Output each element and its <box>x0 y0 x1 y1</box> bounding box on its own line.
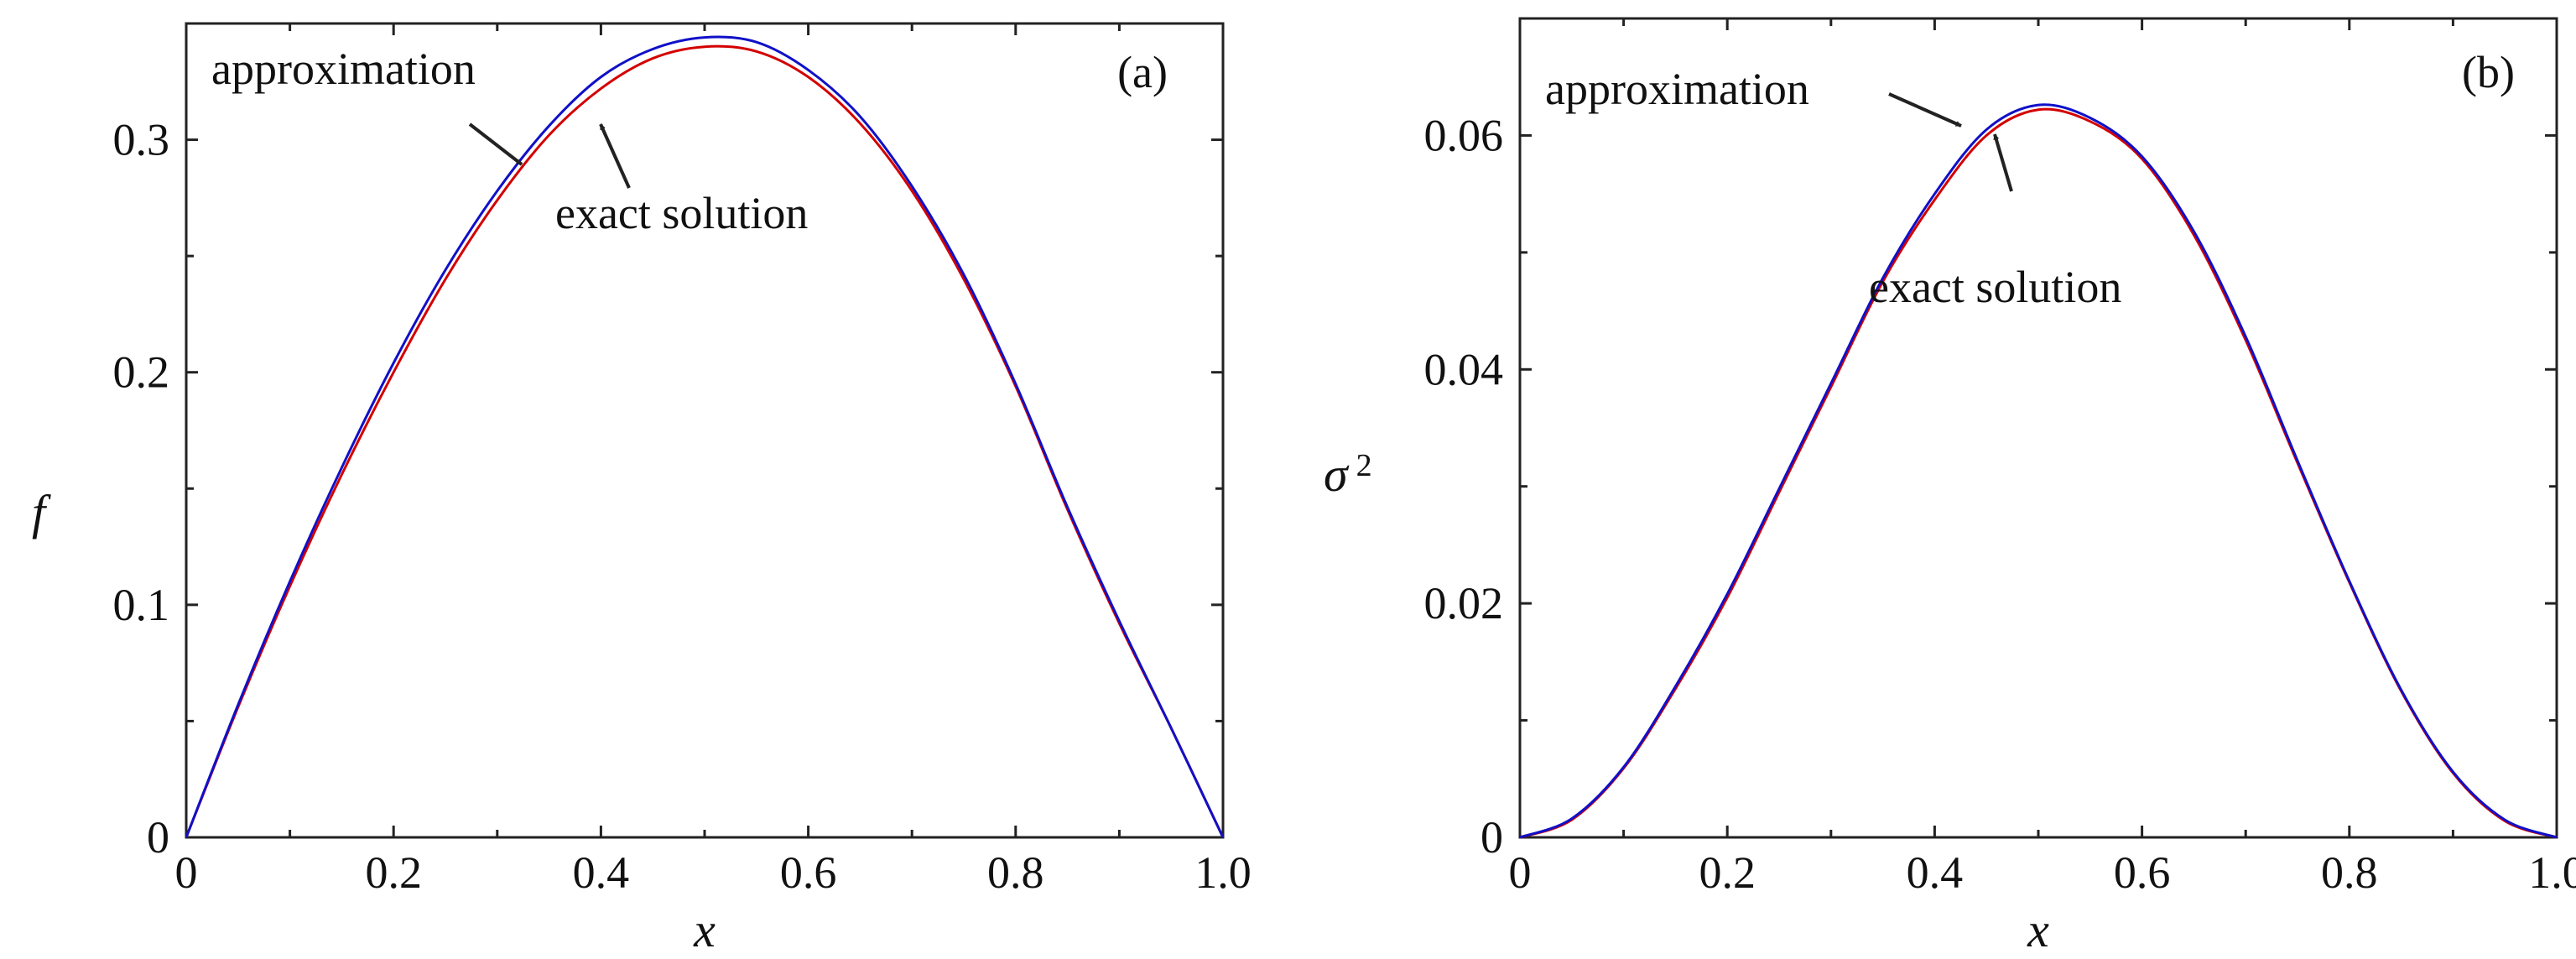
x-tick-label: 0 <box>175 847 198 898</box>
plot-frame <box>185 22 1225 839</box>
y-axis-label: f <box>32 485 51 539</box>
annotation-exact-solution: exact solution <box>1869 262 2121 312</box>
panel-a: 0 0.2 0.4 0.6 0.8 1.0 0 0.1 0.2 0.3 x f (a) appro… <box>32 22 1252 957</box>
panel-tag: (a) <box>1117 47 1168 97</box>
annotation-exact-solution: exact solution <box>555 188 808 238</box>
x-tick-label: 0.6 <box>780 847 837 898</box>
tick-labels: 0 0.2 0.4 0.6 0.8 1.0 0 0.02 0.04 0.06 <box>1424 110 2576 898</box>
x-tick-label: 0.6 <box>2114 847 2171 898</box>
series-line-exact-solution <box>185 44 1225 838</box>
series-lines <box>1519 103 2558 839</box>
annotation-arrow <box>468 122 523 166</box>
y-tick-label: 0.2 <box>113 347 170 398</box>
plot-frame <box>1518 17 2558 839</box>
x-tick-label: 1.0 <box>2528 847 2576 898</box>
x-tick-label: 0.8 <box>2321 847 2378 898</box>
tick-labels: 0 0.2 0.4 0.6 0.8 1.0 0 0.1 0.2 0.3 <box>113 115 1252 898</box>
annotation-approximation: approximation <box>211 44 476 94</box>
y-tick-label: 0.1 <box>113 580 170 630</box>
y-tick-label: 0.06 <box>1424 110 1504 160</box>
x-tick-label: 0.4 <box>1907 847 1964 898</box>
x-tick-label: 0.4 <box>573 847 630 898</box>
x-axis-label: x <box>693 903 716 957</box>
panel-tag: (b) <box>2462 47 2515 97</box>
y-tick-label: 0 <box>1481 812 1503 863</box>
y-axis-label-superscript: 2 <box>1356 448 1372 483</box>
x-tick-label: 0 <box>1509 847 1532 898</box>
series-lines <box>185 35 1225 838</box>
series-line-exact-solution <box>1519 107 2558 839</box>
y-tick-label: 0.04 <box>1424 344 1504 394</box>
annotation-arrow <box>1888 92 1962 128</box>
series-line-approximation <box>185 35 1225 838</box>
x-axis-label: x <box>2027 903 2049 957</box>
annotation-approximation: approximation <box>1545 64 1809 114</box>
x-tick-label: 0.2 <box>365 847 422 898</box>
y-tick-label: 0.3 <box>113 115 170 165</box>
x-tick-label: 1.0 <box>1194 847 1252 898</box>
x-tick-label: 0.2 <box>1699 847 1756 898</box>
y-tick-label: 0 <box>147 812 169 863</box>
annotation-arrow <box>599 123 631 189</box>
axis-ticks <box>1518 18 2558 839</box>
axis-ticks <box>185 23 1225 839</box>
annotation-arrow <box>1993 133 2013 192</box>
x-tick-label: 0.8 <box>987 847 1044 898</box>
y-tick-label: 0.02 <box>1424 578 1504 628</box>
y-axis-label-symbol: σ <box>1324 447 1350 502</box>
series-line-approximation <box>1519 103 2558 839</box>
